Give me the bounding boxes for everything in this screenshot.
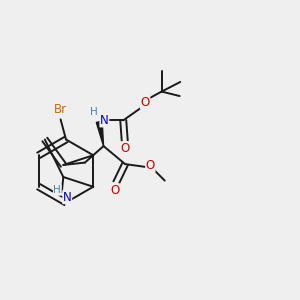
Text: N: N xyxy=(100,114,109,127)
Text: H: H xyxy=(90,107,98,117)
Text: H: H xyxy=(53,185,61,195)
Text: Br: Br xyxy=(54,103,67,116)
Text: N: N xyxy=(63,190,72,204)
Polygon shape xyxy=(96,121,103,146)
Text: O: O xyxy=(110,184,119,197)
Text: O: O xyxy=(146,159,155,172)
Text: O: O xyxy=(140,96,150,109)
Text: O: O xyxy=(120,142,129,155)
